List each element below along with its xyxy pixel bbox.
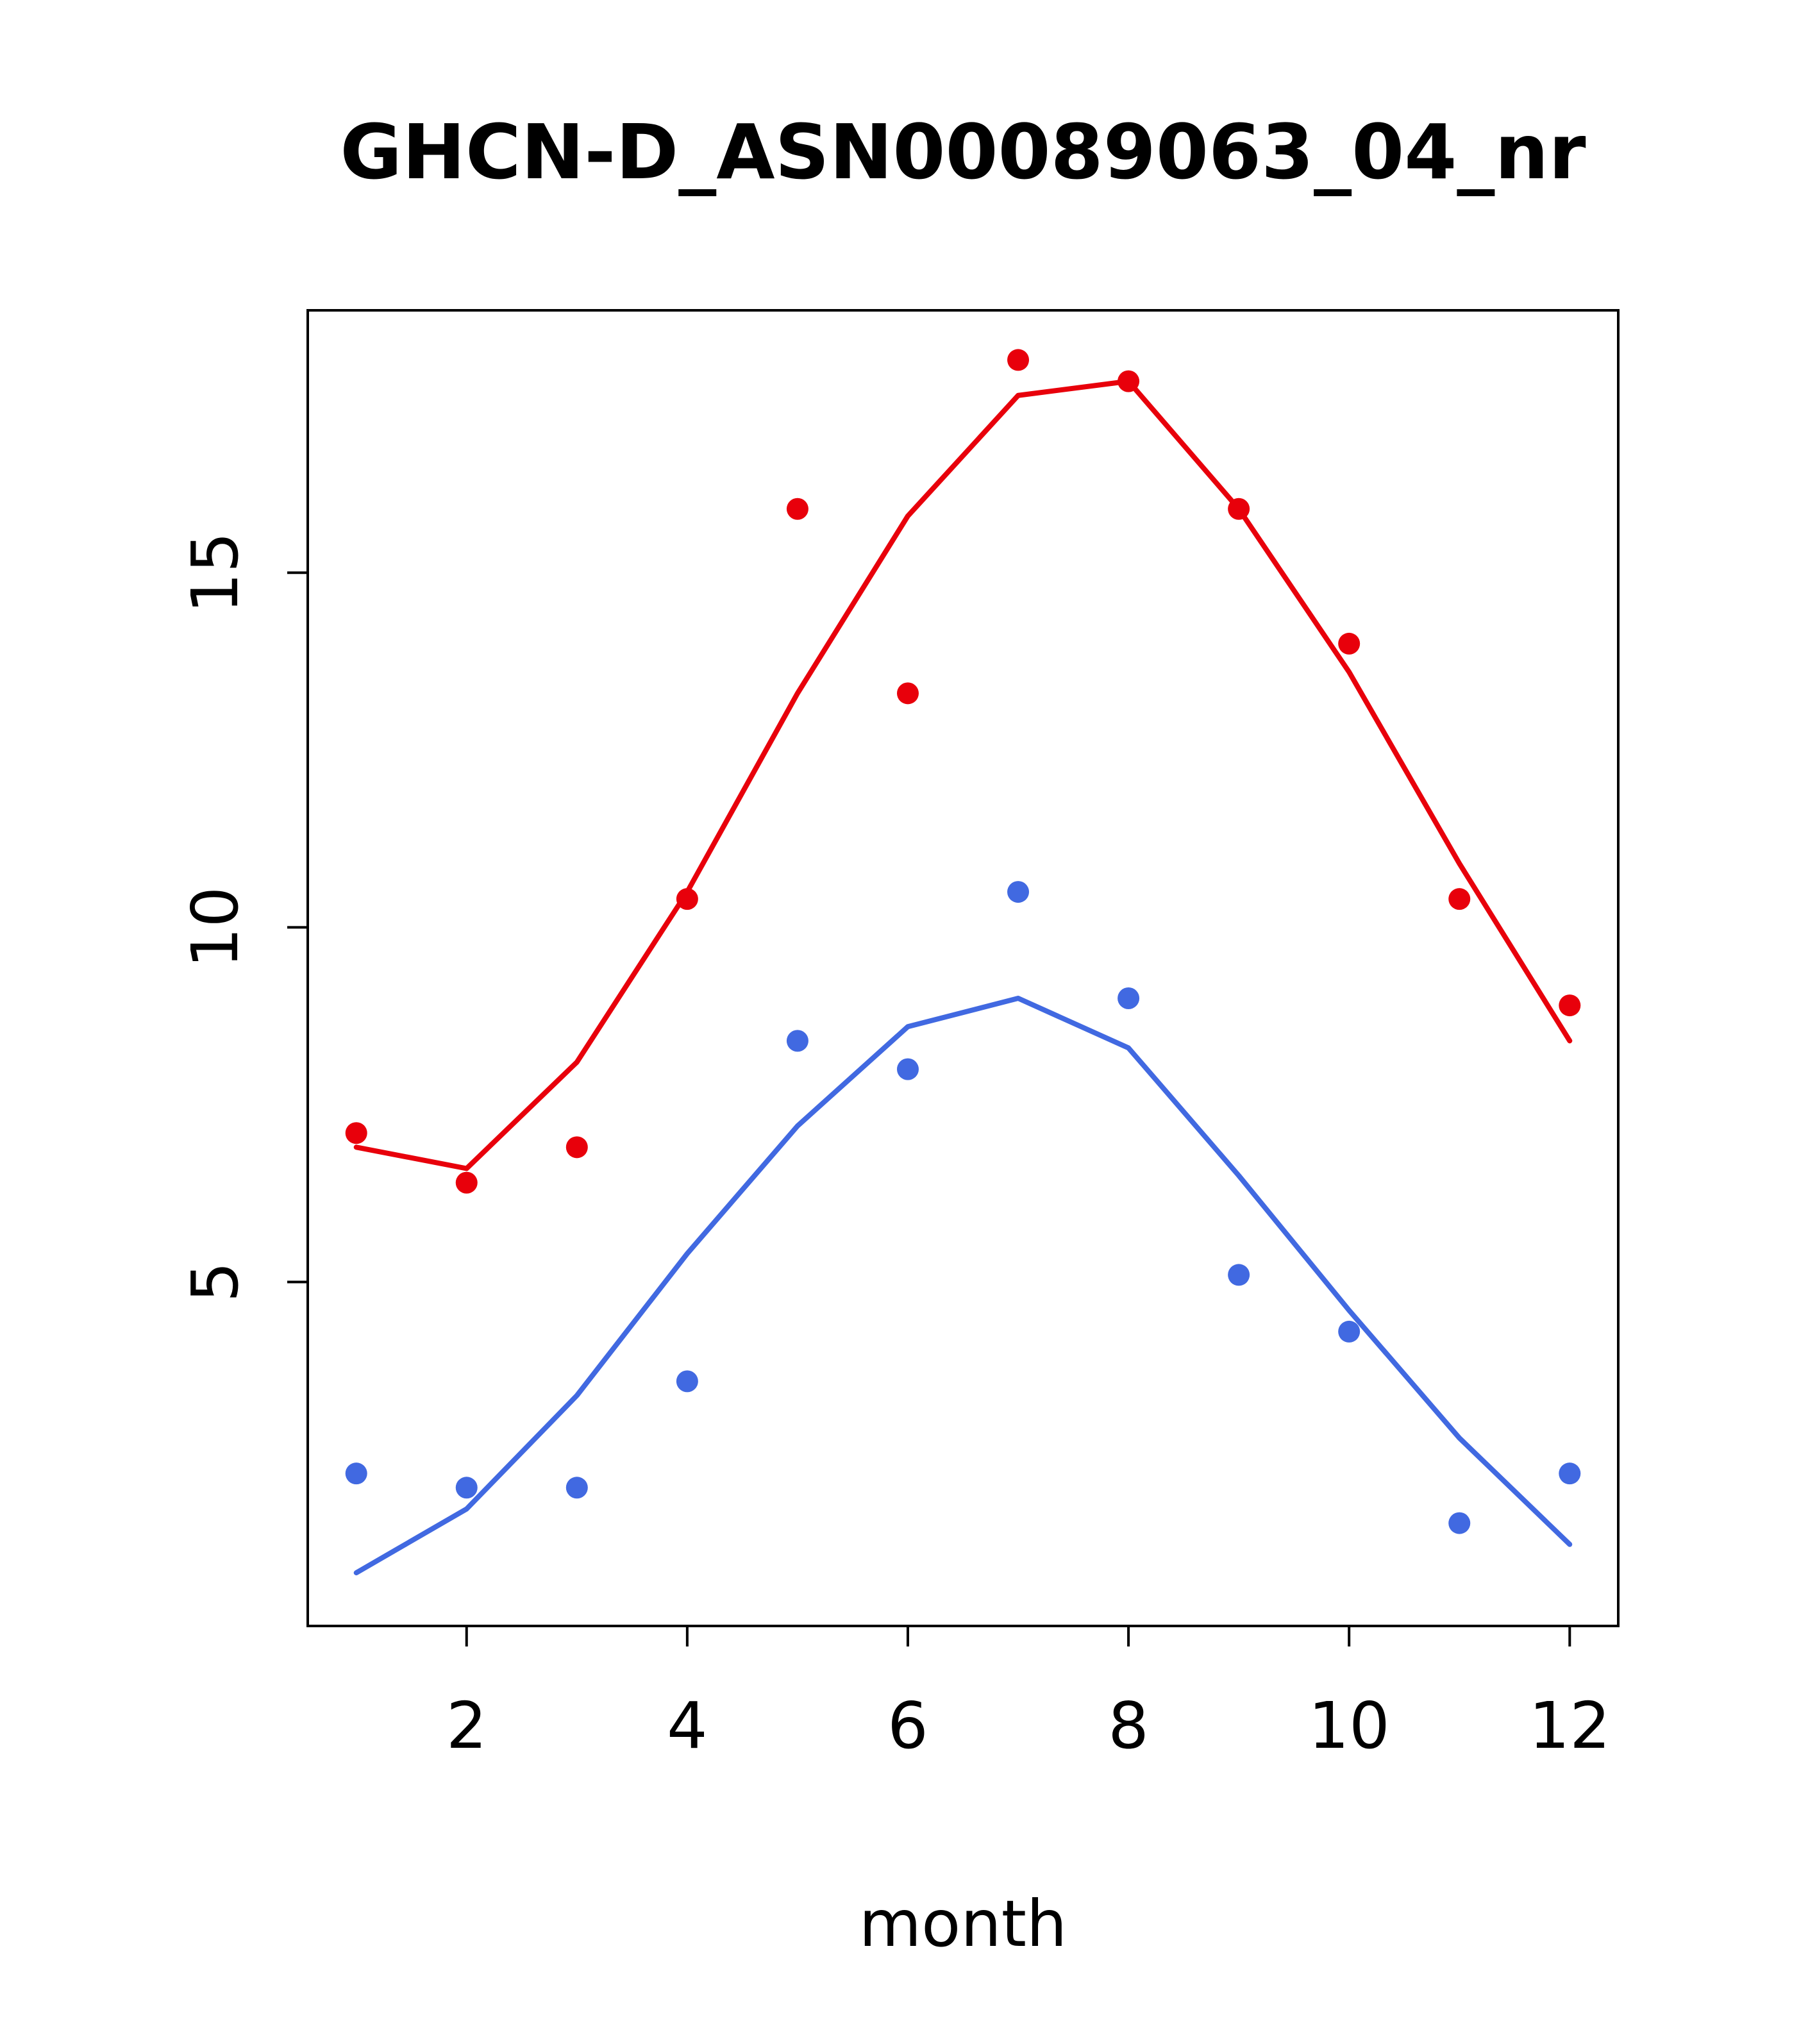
x-tick-label: 12	[1529, 1688, 1611, 1763]
y-tick-label: 5	[178, 1262, 253, 1303]
red-points-marker	[1118, 370, 1140, 392]
x-tick-label: 4	[667, 1688, 708, 1763]
x-tick-label: 10	[1309, 1688, 1390, 1763]
red-points-marker	[786, 498, 808, 520]
x-tick-label: 2	[446, 1688, 487, 1763]
blue-points-marker	[1118, 987, 1140, 1010]
blue-points-marker	[455, 1477, 478, 1499]
blue-points-marker	[786, 1030, 808, 1052]
red-points-marker	[345, 1122, 367, 1144]
red-points-marker	[565, 1136, 588, 1159]
red-fit-line	[353, 378, 1573, 1171]
red-points-marker	[1559, 994, 1581, 1017]
blue-points-marker	[1007, 881, 1030, 903]
red-points-marker	[1228, 498, 1250, 520]
x-axis-title: month	[858, 1886, 1068, 1961]
x-tick-label: 6	[887, 1688, 928, 1763]
plot-box	[306, 309, 1620, 1627]
blue-points-marker	[896, 1058, 919, 1080]
red-points-marker	[676, 888, 698, 910]
blue-points-marker	[1448, 1512, 1471, 1534]
blue-points-marker	[1228, 1264, 1250, 1286]
x-tick-label: 8	[1108, 1688, 1149, 1763]
red-points-marker	[1448, 888, 1471, 910]
red-points-marker	[1338, 632, 1361, 655]
blue-points-marker	[565, 1477, 588, 1499]
red-points-marker	[455, 1171, 478, 1194]
chart-title: GHCN-D_ASN00089063_04_nr	[340, 108, 1586, 196]
blue-points-marker	[1338, 1320, 1361, 1343]
blue-points-marker	[676, 1370, 698, 1393]
blue-points-marker	[345, 1462, 367, 1485]
y-tick-label: 15	[178, 532, 253, 614]
red-points-marker	[1007, 349, 1030, 371]
y-tick-label: 10	[178, 887, 253, 968]
red-points-marker	[896, 682, 919, 705]
blue-fit-line	[353, 996, 1573, 1576]
blue-points-marker	[1559, 1462, 1581, 1485]
